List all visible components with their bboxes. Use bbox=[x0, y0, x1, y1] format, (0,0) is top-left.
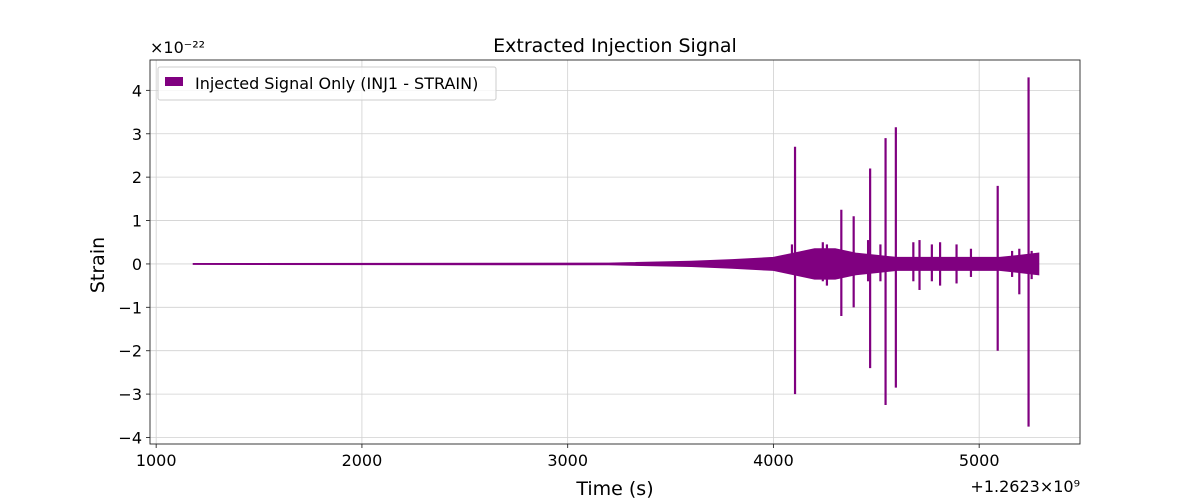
y-tick-label: −3 bbox=[118, 385, 142, 404]
legend-swatch bbox=[165, 77, 183, 86]
x-offset-text: +1.2623×10⁹ bbox=[970, 477, 1080, 496]
legend-label: Injected Signal Only (INJ1 - STRAIN) bbox=[195, 74, 478, 93]
series-layer bbox=[192, 77, 1040, 427]
y-axis-label: Strain bbox=[87, 237, 109, 293]
ticks: 1000 2000 3000 4000 5000 −4 −3 −2 −1 0 1 2 3 4 bbox=[118, 81, 999, 470]
y-tick-label: 2 bbox=[132, 168, 142, 187]
y-tick-label: 4 bbox=[132, 81, 142, 100]
plot-frame bbox=[149, 59, 1081, 445]
x-axis-label: Time (s) bbox=[575, 478, 653, 500]
x-tick-label: 5000 bbox=[959, 451, 1000, 470]
legend-box bbox=[157, 66, 497, 101]
x-tick-label: 1000 bbox=[136, 451, 177, 470]
x-tick-label: 4000 bbox=[753, 451, 794, 470]
y-tick-label: −1 bbox=[118, 298, 142, 317]
plot-background bbox=[150, 60, 1080, 444]
chart-title: Extracted Injection Signal bbox=[493, 35, 737, 57]
y-tick-label: 1 bbox=[132, 212, 142, 231]
y-tick-label: 0 bbox=[132, 255, 142, 274]
y-tick-label: −2 bbox=[118, 342, 142, 361]
x-tick-label: 3000 bbox=[547, 451, 588, 470]
legend: Injected Signal Only (INJ1 - STRAIN) bbox=[157, 66, 497, 101]
y-tick-label: −4 bbox=[118, 428, 142, 447]
y-tick-label: 3 bbox=[132, 125, 142, 144]
y-scale-exponent: ×10⁻²² bbox=[150, 38, 205, 57]
x-tick-label: 2000 bbox=[342, 451, 383, 470]
